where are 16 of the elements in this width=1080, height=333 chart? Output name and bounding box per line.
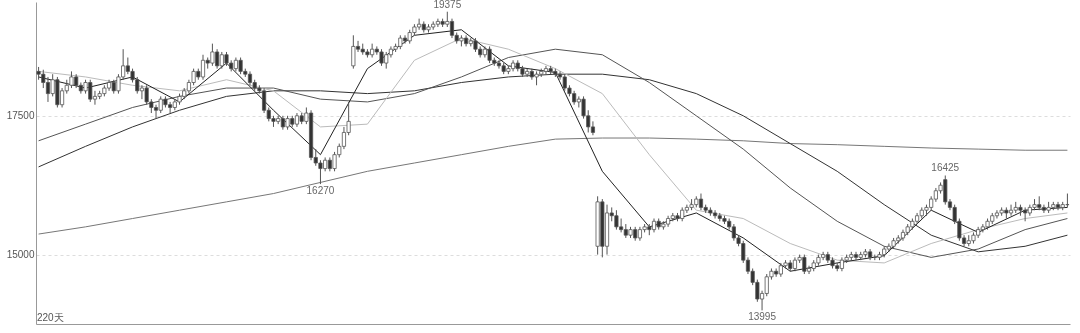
candlestick (45, 76, 51, 103)
candlestick (402, 34, 408, 45)
candlestick (351, 34, 356, 70)
annotation: 19375 (433, 0, 462, 10)
annotation: 13995 (748, 311, 777, 323)
candlestick (200, 54, 206, 81)
annotation: 16425 (931, 162, 960, 174)
annotation: 220天 (37, 312, 64, 323)
line-series (38, 137, 1068, 235)
annotation: 16270 (306, 185, 335, 197)
y-tick-label: 15000 (6, 249, 35, 261)
candlestick (449, 18, 455, 39)
candlestick (496, 59, 502, 70)
candlestick (1055, 201, 1061, 211)
y-tick-label: 17500 (6, 110, 35, 122)
candlestick (853, 251, 859, 261)
